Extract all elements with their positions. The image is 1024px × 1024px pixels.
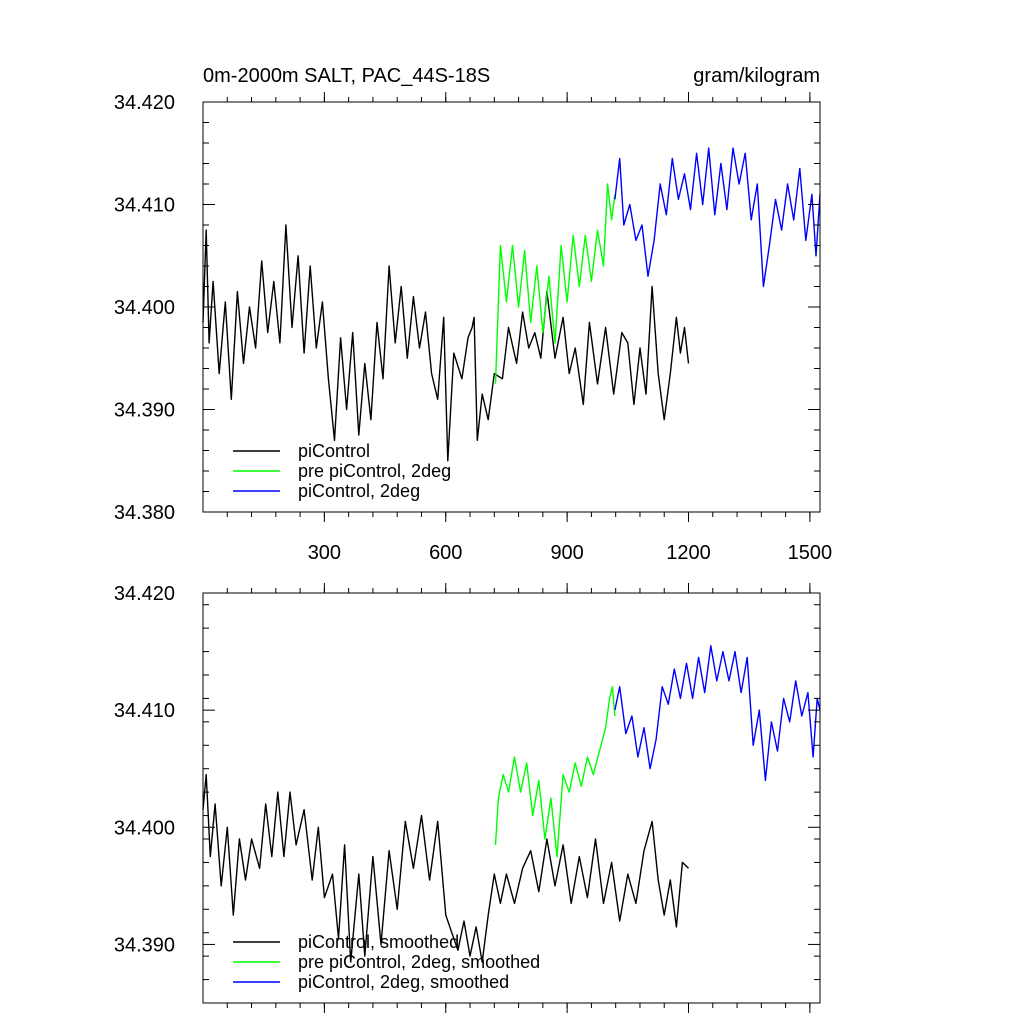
y-tick-label: 34.390	[114, 400, 175, 422]
series-layer	[202, 645, 821, 963]
x-tick-label: 900	[550, 542, 583, 564]
legend-label: piControl, 2deg	[298, 481, 420, 501]
x-tick-label: 1200	[666, 542, 711, 564]
legend-label: pre piControl, 2deg	[298, 461, 451, 481]
x-tick-label: 1500	[788, 542, 833, 564]
y-tick-label: 34.390	[114, 934, 175, 956]
y-tick-label: 34.420	[114, 583, 175, 605]
y-tick-label: 34.410	[114, 700, 175, 722]
tick-layer: 34.380 34.390 34.400 34.410 34.420 300 600 900 1…	[114, 92, 832, 564]
y-tick-label: 34.400	[114, 297, 175, 319]
series-line	[202, 224, 690, 462]
series-line	[614, 645, 821, 782]
legend: piControl, smoothed pre piControl, 2deg,…	[233, 932, 540, 992]
legend-label: piControl	[298, 441, 370, 461]
x-tick-label: 300	[308, 542, 341, 564]
legend-label: pre piControl, 2deg, smoothed	[298, 952, 540, 972]
series-line	[494, 686, 616, 858]
series-layer	[202, 147, 821, 462]
chart-title: 0m-2000m SALT, PAC_44S-18S	[203, 65, 490, 87]
y-tick-label: 34.400	[114, 817, 175, 839]
units-label: gram/kilogram	[693, 65, 820, 87]
x-tick-label: 600	[429, 542, 462, 564]
series-line	[202, 773, 689, 963]
series-line	[614, 147, 821, 288]
plot-frame	[202, 101, 821, 513]
legend: piControl pre piControl, 2deg piControl,…	[233, 441, 451, 501]
y-tick-label: 34.410	[114, 195, 175, 217]
top-panel: 0m-2000m SALT, PAC_44S-18S gram/kilogram…	[114, 65, 832, 564]
legend-label: piControl, smoothed	[298, 932, 459, 952]
legend-label: piControl, 2deg, smoothed	[298, 972, 509, 992]
y-tick-label: 34.420	[114, 92, 175, 114]
bottom-panel: 34.390 34.400 34.410 34.420 piControl, smoo…	[114, 583, 821, 1013]
tick-layer: 34.390 34.400 34.410 34.420	[114, 583, 820, 1013]
series-line	[494, 183, 616, 384]
plot-frame	[202, 592, 821, 1004]
y-tick-label: 34.380	[114, 502, 175, 524]
